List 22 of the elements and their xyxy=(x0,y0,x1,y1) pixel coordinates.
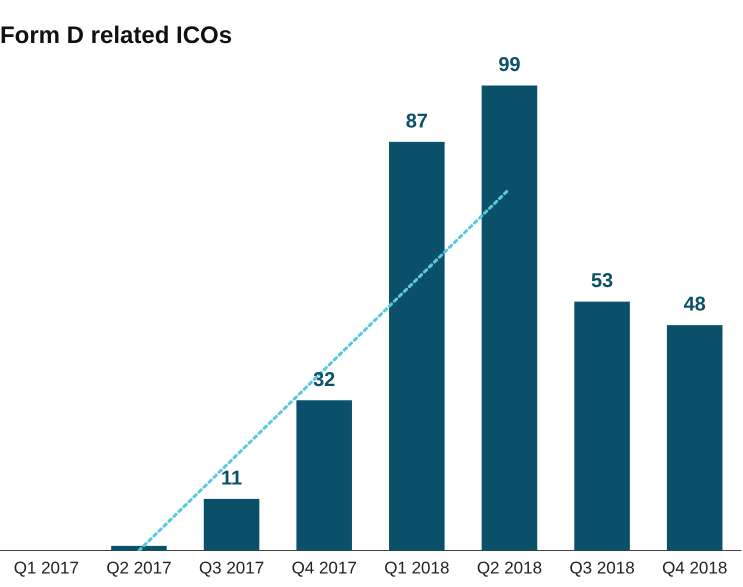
bar xyxy=(389,142,445,551)
bar xyxy=(111,546,167,551)
x-tick-label: Q3 2017 xyxy=(198,558,264,578)
x-tick-label: Q3 2018 xyxy=(569,558,635,578)
x-tick-label: Q4 2017 xyxy=(292,558,357,578)
x-tick-label: Q1 2017 xyxy=(14,558,79,578)
data-label: 48 xyxy=(684,294,706,316)
data-label: 32 xyxy=(313,368,336,391)
bar xyxy=(574,302,630,551)
bar xyxy=(296,400,352,551)
x-tick-label: Q2 2017 xyxy=(106,558,172,578)
data-label: 87 xyxy=(406,110,428,132)
x-tick-label: Q1 2018 xyxy=(384,558,450,578)
data-label: 11 xyxy=(220,467,242,490)
bar xyxy=(204,498,260,551)
bar xyxy=(666,325,722,551)
bar xyxy=(482,86,538,551)
chart-title: Form D related ICOs xyxy=(0,22,232,50)
data-label: 53 xyxy=(590,270,614,292)
x-tick-label: Q4 2018 xyxy=(662,558,728,578)
x-tick-label: Q2 2018 xyxy=(476,558,542,578)
data-label: 99 xyxy=(498,54,521,76)
